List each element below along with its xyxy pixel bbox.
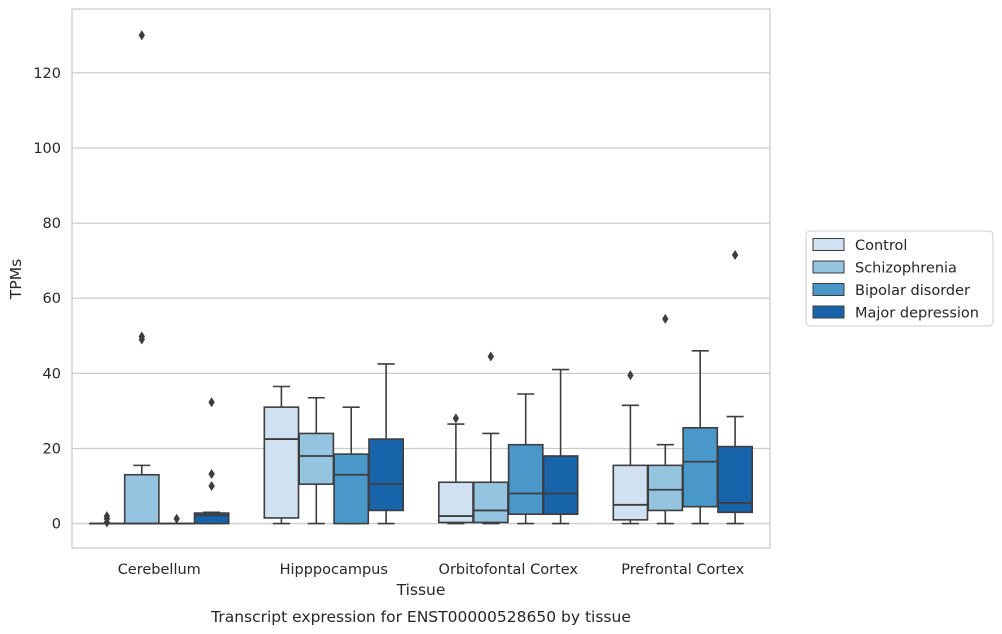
legend-entry: Schizophrenia [855,261,957,277]
box [193,512,230,525]
y-tick-label: 60 [43,291,61,307]
y-tick-label: 40 [43,366,61,382]
legend: Control Schizophrenia Bipolar disorder Majo… [805,230,994,327]
outlier-point [138,331,145,342]
x-tick-label: Cerebellum [118,562,201,578]
box-groups [88,30,754,528]
y-tick-label: 80 [43,216,61,232]
outlier-point [103,511,111,522]
box [612,464,649,521]
legend-swatch [812,238,845,251]
outlier-point [173,513,180,524]
y-tick-label: 0 [52,517,61,533]
outlier-point [487,351,494,362]
box [542,455,579,515]
box [333,453,370,525]
box [507,443,544,515]
legend-entry: Bipolar disorder [855,283,970,299]
legend-swatch [812,283,845,296]
legend-frame [805,230,994,327]
outlier-point [208,469,215,480]
y-tick-label: 20 [43,441,61,457]
x-axis-label: Tissue [396,581,446,599]
box [298,432,335,485]
box-group [437,351,579,525]
box [368,438,405,512]
legend-entry: Control [855,238,907,254]
outlier-point [138,30,145,41]
box [263,406,300,519]
y-tick-label: 100 [33,141,61,157]
box-group [612,250,754,525]
outlier-point [452,413,460,424]
x-tick-label: Prefrontal Cortex [621,562,744,578]
outlier-point [627,370,634,381]
outlier-point [731,250,739,261]
legend-entry: Major depression [855,306,979,322]
x-axis-ticks: Cerebellum Hipppocampus Orbitofontal Corte… [118,562,745,578]
box-group [88,30,230,528]
outlier-point [208,397,215,408]
y-tick-label: 120 [33,66,61,82]
plot-area [71,8,771,549]
outlier-point [208,481,215,492]
outlier-point [662,313,669,324]
box [647,464,684,512]
chart-caption: Transcript expression for ENST0000052865… [210,608,631,626]
legend-swatch [812,260,845,274]
x-tick-label: Orbitofontal Cortex [439,562,579,578]
box [123,473,160,525]
box-group [263,363,405,525]
x-tick-label: Hipppocampus [280,562,388,578]
legend-swatch [812,305,845,319]
box [472,481,509,524]
y-axis-ticks: 0 20 40 60 80 100 120 [33,66,61,533]
box [682,427,719,508]
y-axis-label: TPMs [7,259,25,300]
box [717,445,754,514]
